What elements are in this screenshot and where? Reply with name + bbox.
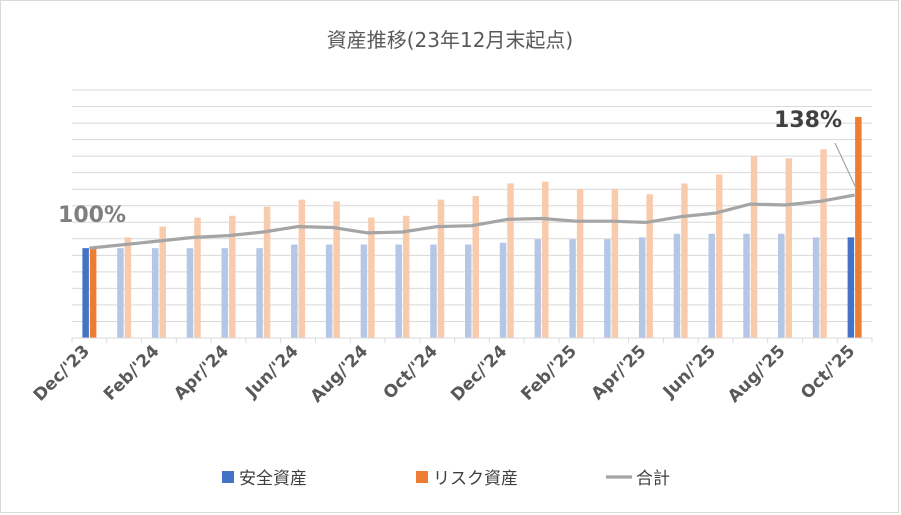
bar-safe-asset bbox=[117, 248, 124, 338]
bar-safe-asset bbox=[708, 233, 715, 338]
bar-risk-asset bbox=[298, 199, 306, 338]
bar-safe-asset bbox=[534, 239, 542, 338]
bar-risk-asset bbox=[542, 181, 549, 338]
x-tick-label: Jun/'24 bbox=[241, 341, 302, 402]
bar-safe-asset bbox=[778, 233, 785, 338]
x-tick-label: Feb/'25 bbox=[517, 341, 580, 404]
bar-risk-asset bbox=[785, 158, 793, 338]
x-tick-label: Oct/'25 bbox=[797, 341, 859, 403]
x-tick-label: Dec/'24 bbox=[447, 341, 511, 405]
legend: 安全資産 リスク資産 合計 bbox=[222, 469, 670, 489]
annotation-end-leader bbox=[834, 142, 857, 189]
bar-safe-asset bbox=[221, 248, 229, 338]
x-tick-label: Aug/'24 bbox=[307, 341, 373, 407]
bar-safe-asset bbox=[430, 244, 437, 338]
x-tick-label: Jun/'25 bbox=[659, 341, 720, 402]
gridlines bbox=[72, 89, 872, 322]
bar-risk-asset bbox=[855, 116, 862, 339]
x-tick-label: Oct/'24 bbox=[380, 341, 442, 403]
bar-safe-asset bbox=[256, 248, 263, 338]
legend-label: 合計 bbox=[636, 469, 670, 489]
bar-risk-asset bbox=[576, 188, 584, 338]
bar-safe-asset bbox=[638, 237, 646, 338]
bar-safe-asset bbox=[673, 233, 681, 338]
bar-risk-asset bbox=[194, 217, 201, 338]
bar-risk-asset bbox=[229, 215, 236, 338]
bar-safe-asset bbox=[812, 237, 820, 338]
x-axis: Dec/'23 Feb/'24 Apr/'24 Jun/'24 Aug/'24 Oct/'… bbox=[30, 337, 873, 407]
annotations: 100% 138% bbox=[58, 108, 857, 228]
bar-safe-asset bbox=[291, 244, 298, 338]
x-tick-label: Dec/'23 bbox=[30, 341, 94, 405]
bar-risk-asset bbox=[715, 174, 723, 338]
bars bbox=[82, 116, 862, 339]
bar-safe-asset bbox=[604, 239, 611, 338]
bar-safe-asset bbox=[186, 248, 194, 338]
bar-risk-asset bbox=[820, 149, 827, 338]
x-tick-label: Apr/'24 bbox=[170, 341, 233, 404]
bar-safe-asset bbox=[743, 233, 750, 338]
x-tick-label: Feb/'24 bbox=[100, 341, 164, 405]
bar-risk-asset bbox=[507, 183, 514, 338]
total-line-path bbox=[89, 193, 855, 250]
bar-risk-asset bbox=[437, 199, 445, 338]
annotation-start-percent: 100% bbox=[58, 203, 126, 228]
x-tick-label: Apr/'25 bbox=[588, 341, 651, 404]
bar-safe-asset bbox=[395, 244, 402, 338]
bar-safe-asset bbox=[325, 244, 333, 338]
legend-swatch bbox=[416, 471, 428, 483]
legend-swatch bbox=[222, 471, 234, 483]
bar-risk-asset bbox=[159, 226, 166, 338]
bar-risk-asset bbox=[611, 188, 619, 338]
bar-risk-asset bbox=[368, 217, 375, 338]
bar-risk-asset bbox=[646, 194, 653, 338]
bar-risk-asset bbox=[263, 206, 271, 338]
x-tick-label: Aug/'25 bbox=[724, 341, 789, 406]
total-line bbox=[89, 193, 855, 250]
bar-safe-asset bbox=[360, 244, 368, 338]
legend-label: リスク資産 bbox=[433, 469, 518, 489]
bar-safe-asset bbox=[499, 242, 507, 338]
bar-risk-asset bbox=[333, 201, 340, 338]
bar-safe-asset bbox=[82, 248, 89, 338]
bar-safe-asset bbox=[151, 248, 159, 338]
bar-safe-asset bbox=[465, 244, 472, 338]
chart-title: 資産推移(23年12月末起点) bbox=[327, 28, 574, 52]
bar-safe-asset bbox=[847, 237, 855, 338]
annotation-end-percent: 138% bbox=[774, 108, 842, 133]
bar-risk-asset bbox=[681, 183, 688, 338]
bar-safe-asset bbox=[569, 239, 576, 338]
bar-risk-asset bbox=[472, 196, 479, 338]
legend-label: 安全資産 bbox=[239, 469, 307, 489]
bar-risk-asset bbox=[89, 248, 97, 338]
bar-risk-asset bbox=[124, 237, 132, 338]
bar-risk-asset bbox=[750, 156, 758, 338]
bar-risk-asset bbox=[402, 215, 410, 338]
